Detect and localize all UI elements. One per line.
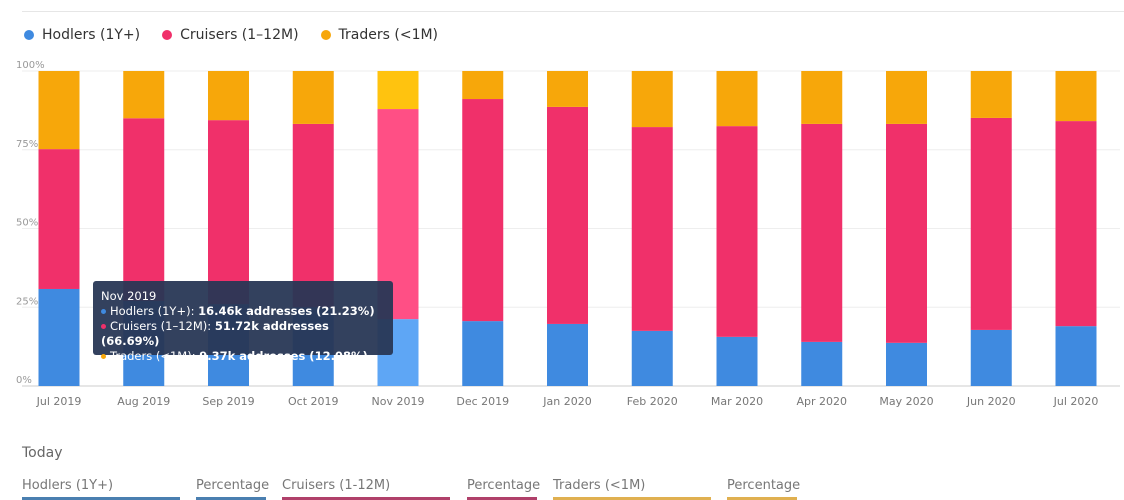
today-heading: Today	[22, 445, 63, 461]
tooltip-title: Nov 2019	[101, 289, 157, 303]
bar-segment-traders	[970, 71, 1012, 118]
legend-label: Traders (<1M)	[338, 27, 439, 43]
x-tick-label: Sep 2019	[202, 395, 254, 408]
bar-segment-cruisers	[970, 117, 1012, 330]
bar-segment-hodlers	[631, 330, 673, 386]
y-tick-label: 100%	[16, 60, 45, 71]
tooltip-line: Traders (<1M): 9.37k addresses (12.08%)	[101, 349, 385, 364]
bar-segment-cruisers	[631, 127, 673, 331]
bar-segment-traders	[801, 71, 843, 124]
bar-segment-traders	[38, 71, 80, 150]
bar-segment-traders	[208, 71, 249, 121]
bar-segment-cruisers	[886, 123, 927, 343]
column-header[interactable]: Cruisers (1-12M)	[282, 478, 450, 500]
bar-segment-hodlers	[462, 321, 504, 386]
x-tick-label: May 2020	[879, 395, 933, 408]
x-tick-label: Jun 2020	[966, 395, 1016, 408]
bar-segment-traders	[716, 71, 758, 127]
x-tick-label: Feb 2020	[627, 395, 678, 408]
bar-segment-traders	[292, 71, 334, 124]
legend-cruisers[interactable]: Cruisers (1–12M)	[162, 27, 299, 43]
x-tick-label: Nov 2019	[372, 395, 425, 408]
legend-label: Hodlers (1Y+)	[42, 27, 141, 43]
legend-hodlers[interactable]: Hodlers (1Y+)	[24, 27, 140, 43]
x-tick-label: Jul 2020	[1053, 395, 1099, 408]
column-header[interactable]: Percentage	[727, 478, 800, 500]
tooltip: Nov 2019 Hodlers (1Y+): 16.46k addresses…	[93, 281, 393, 363]
y-tick-label: 0%	[16, 375, 32, 386]
bar-segment-cruisers	[716, 126, 758, 337]
bar-segment-cruisers	[547, 106, 588, 324]
bar-segment-cruisers	[1055, 121, 1097, 327]
stacked-bar-chart: 0% 25% 50% 75% 100% Jul 2019 Aug 2019 Sep 2019 O…	[16, 60, 1120, 408]
bar-segment-cruisers	[292, 123, 334, 308]
bar-segment-traders	[547, 71, 588, 107]
bar-segment-hodlers	[547, 323, 588, 386]
x-tick-label: Jan 2020	[542, 395, 591, 408]
x-tick-label: Aug 2019	[117, 395, 170, 408]
legend-dot	[162, 30, 173, 40]
bar-segment-hodlers	[801, 341, 843, 386]
y-tick-label: 25%	[16, 296, 38, 307]
x-tick-label: Mar 2020	[711, 395, 763, 408]
bar-segment-cruisers	[38, 149, 80, 289]
bar-segment-traders	[631, 71, 673, 128]
legend-traders[interactable]: Traders (<1M)	[320, 27, 439, 43]
column-header[interactable]: Hodlers (1Y+)	[22, 478, 180, 500]
x-tick-label: Apr 2020	[796, 395, 847, 408]
bar-segment-traders	[123, 71, 165, 119]
bar-segment-hodlers	[716, 336, 758, 386]
bar-segment-traders	[377, 71, 419, 110]
x-tick-label: Jul 2019	[36, 395, 82, 408]
divider	[22, 11, 1124, 12]
y-tick-label: 50%	[16, 218, 38, 229]
bar-segment-hodlers	[886, 342, 927, 386]
legend-dot	[320, 30, 331, 40]
bar-segment-traders	[1055, 71, 1097, 122]
column-header[interactable]: Traders (<1M)	[553, 478, 711, 500]
column-header[interactable]: Percentage	[196, 478, 269, 500]
bar-segment-cruisers	[801, 123, 843, 342]
bar-segment-traders	[462, 71, 504, 100]
x-tick-label: Dec 2019	[456, 395, 509, 408]
bar-segment-cruisers	[208, 120, 249, 305]
legend-dot	[24, 30, 34, 40]
x-tick-label: Oct 2019	[288, 395, 339, 408]
bar-segment-hodlers	[970, 329, 1012, 386]
bar-segment-traders	[886, 71, 927, 124]
tooltip-line: Hodlers (1Y+): 16.46k addresses (21.23%)	[101, 304, 385, 319]
bar-segment-hodlers	[38, 288, 80, 386]
chart-legend: Hodlers (1Y+) Cruisers (1–12M) Traders (…	[24, 27, 438, 43]
legend-label: Cruisers (1–12M)	[180, 27, 299, 43]
bar-segment-hodlers	[1055, 326, 1097, 386]
bar-segment-cruisers	[462, 99, 504, 322]
column-header[interactable]: Percentage	[467, 478, 540, 500]
bar-segment-cruisers	[123, 118, 165, 301]
tooltip-line: Cruisers (1–12M): 51.72k addresses (66.6…	[101, 319, 329, 348]
y-tick-label: 75%	[16, 139, 38, 150]
